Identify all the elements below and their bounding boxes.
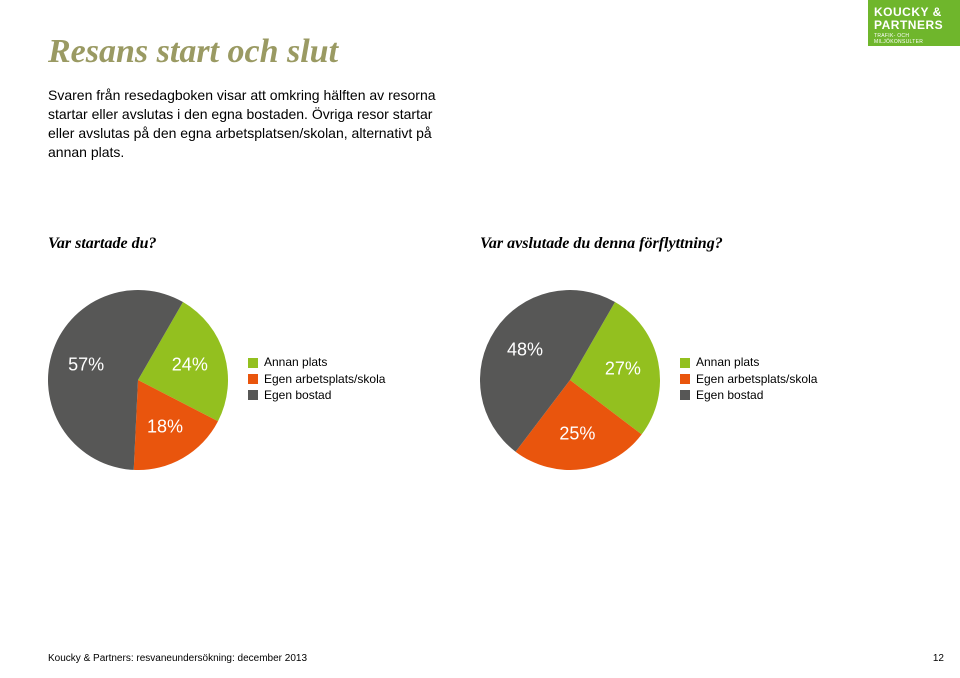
legend-swatch — [680, 374, 690, 384]
legend-right: Annan plats Egen arbetsplats/skola Egen bo… — [680, 355, 817, 404]
pie-slice-label: 48% — [507, 340, 543, 361]
legend-label: Egen bostad — [696, 388, 763, 402]
pie-chart-left: 24% 18% 57% — [48, 290, 228, 470]
brand-line1: KOUCKY & — [874, 6, 954, 19]
brand-line2: PARTNERS — [874, 19, 954, 32]
legend-swatch — [680, 358, 690, 368]
pie-slice-label: 57% — [68, 354, 104, 375]
legend-label: Egen arbetsplats/skola — [696, 372, 817, 386]
pie-chart-right: 27% 25% 48% — [480, 290, 660, 470]
legend-label: Egen bostad — [264, 388, 331, 402]
page-number: 12 — [933, 653, 944, 664]
page-title: Resans start och slut — [48, 33, 338, 71]
pie-slice-label: 24% — [172, 354, 208, 375]
chart-left: 24% 18% 57% Annan plats Egen arbetsplats/sk… — [48, 290, 385, 470]
legend-swatch — [248, 390, 258, 400]
chart-left-title: Var startade du? — [48, 235, 156, 253]
pie-slice-label: 27% — [605, 359, 641, 380]
pie-slice-label: 25% — [559, 423, 595, 444]
brand-tagline: TRAFIK- OCH MILJÖKONSULTER — [874, 33, 954, 45]
chart-right: 27% 25% 48% Annan plats Egen arbetsplats/sk… — [480, 290, 817, 470]
legend-item: Annan plats — [248, 355, 385, 369]
pie-slice-label: 18% — [147, 416, 183, 437]
legend-label: Annan plats — [696, 355, 759, 369]
legend-swatch — [248, 374, 258, 384]
legend-swatch — [248, 358, 258, 368]
legend-left: Annan plats Egen arbetsplats/skola Egen bo… — [248, 355, 385, 404]
legend-swatch — [680, 390, 690, 400]
legend-label: Egen arbetsplats/skola — [264, 372, 385, 386]
legend-item: Egen arbetsplats/skola — [680, 372, 817, 386]
footer-text: Koucky & Partners: resvaneundersökning: … — [48, 653, 307, 664]
brand-logo: KOUCKY & PARTNERS TRAFIK- OCH MILJÖKONSU… — [868, 0, 960, 46]
chart-right-title: Var avslutade du denna förflyttning? — [480, 235, 723, 253]
legend-label: Annan plats — [264, 355, 327, 369]
legend-item: Egen bostad — [248, 388, 385, 402]
intro-paragraph: Svaren från resedagboken visar att omkri… — [48, 86, 458, 162]
legend-item: Egen bostad — [680, 388, 817, 402]
legend-item: Annan plats — [680, 355, 817, 369]
legend-item: Egen arbetsplats/skola — [248, 372, 385, 386]
